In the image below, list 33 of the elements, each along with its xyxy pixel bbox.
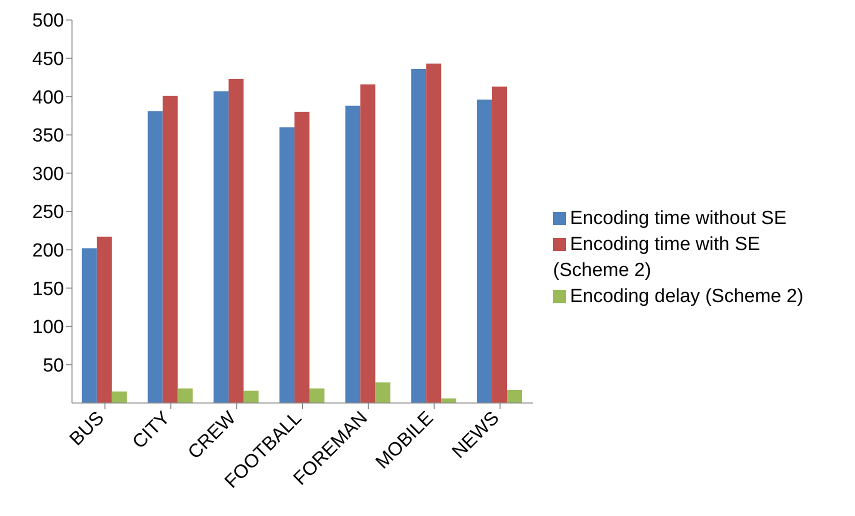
- legend-label: Encoding time with SE (Scheme 2): [553, 234, 760, 281]
- bar: [375, 382, 390, 403]
- bar: [360, 84, 376, 403]
- bar: [214, 91, 229, 403]
- y-tick-label: 250: [32, 202, 64, 224]
- y-tick-label: 200: [32, 240, 64, 262]
- y-tick-label: 450: [32, 49, 64, 70]
- legend-label: Encoding delay (Scheme 2): [570, 286, 804, 307]
- bar: [228, 78, 244, 403]
- bar: [279, 127, 294, 403]
- bar: [82, 248, 97, 403]
- bar: [411, 69, 426, 403]
- bar: [309, 388, 324, 403]
- bar: [345, 106, 360, 403]
- bar: [112, 392, 127, 403]
- bar: [492, 86, 508, 403]
- bar: [148, 111, 163, 403]
- y-tick-label: 300: [32, 164, 64, 185]
- bar: [244, 390, 259, 403]
- y-tick-label: 350: [32, 126, 64, 147]
- y-tick-label: 400: [32, 87, 64, 108]
- bar: [162, 96, 178, 403]
- y-tick-label: 100: [32, 317, 64, 338]
- bar: [477, 100, 492, 403]
- y-tick-label: 150: [32, 278, 64, 300]
- bar: [426, 64, 442, 403]
- bar: [178, 388, 193, 403]
- y-tick-label: 500: [32, 10, 64, 32]
- y-tick-label: 50: [42, 355, 64, 376]
- bar: [96, 236, 112, 403]
- legend-label: Encoding time without SE: [570, 208, 787, 229]
- bar: [294, 112, 310, 403]
- bar: [507, 390, 522, 403]
